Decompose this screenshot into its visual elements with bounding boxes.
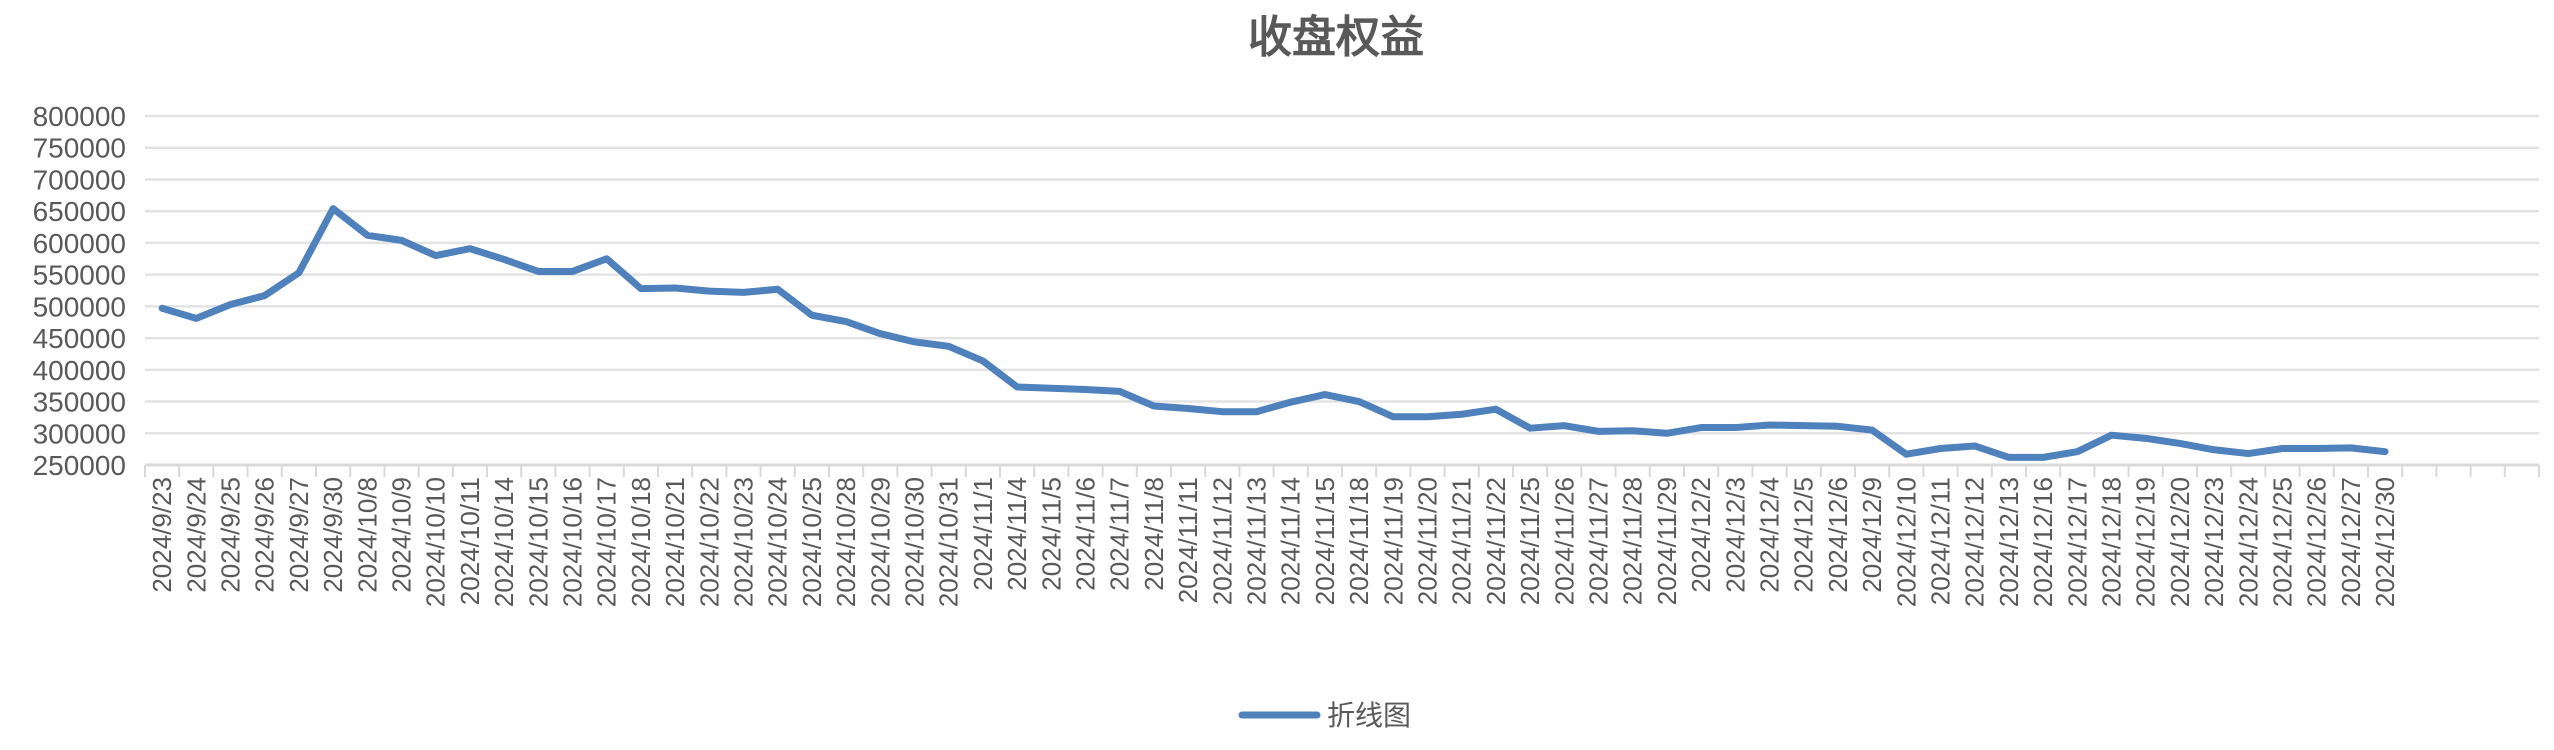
gridlines [145,114,2539,435]
x-tick-label: 2024/10/31 [934,477,964,607]
x-tick-label: 2024/12/30 [2370,477,2400,607]
legend: 折线图 [1238,700,1411,731]
x-tick-label: 2024/10/23 [729,477,759,607]
x-tick-label: 2024/10/28 [831,477,861,607]
y-axis: 2500003000003500004000004500005000005500… [33,101,126,481]
x-tick-label: 2024/12/12 [1960,477,1990,607]
x-tick-label: 2024/12/10 [1891,477,1921,607]
x-tick-label: 2024/10/17 [592,477,622,607]
y-tick-label: 800000 [33,101,126,132]
x-tick-label: 2024/9/24 [181,477,211,593]
y-tick-label: 350000 [33,387,126,418]
chart-title: 收盘权益 [1248,13,1424,62]
y-tick-label: 500000 [33,291,126,322]
y-tick-label: 750000 [33,133,126,164]
y-tick-label: 450000 [33,323,126,354]
y-tick-label: 550000 [33,260,126,291]
x-tick-label: 2024/11/25 [1515,477,1545,605]
x-tick-label: 2024/11/15 [1310,477,1340,605]
series-line [158,205,2389,461]
x-tick-label: 2024/10/21 [660,477,690,607]
x-tick-label: 2024/9/25 [216,477,246,593]
x-tick-label: 2024/11/18 [1344,477,1374,605]
x-tick-label: 2024/11/28 [1618,477,1648,605]
x-tick-label: 2024/9/23 [147,477,177,593]
x-tick-label: 2024/12/4 [1755,477,1785,593]
x-tick-label: 2024/11/14 [1276,477,1306,605]
x-tick-label: 2024/10/9 [387,477,417,593]
x-tick-label: 2024/12/2 [1686,477,1716,593]
x-tick-label: 2024/11/26 [1549,477,1579,605]
x-tick-label: 2024/11/19 [1378,477,1408,605]
y-tick-label: 250000 [33,450,126,481]
x-tick-label: 2024/11/20 [1413,477,1443,605]
x-tick-label: 2024/11/29 [1652,477,1682,605]
x-tick-label: 2024/11/13 [1242,477,1272,605]
x-tick-label: 2024/12/13 [1994,477,2024,607]
x-tick-label: 2024/12/24 [2233,477,2263,607]
x-tick-label: 2024/12/11 [1926,477,1956,605]
x-tick-label: 2024/11/1 [968,477,998,591]
x-tick-label: 2024/12/16 [2028,477,2058,607]
x-tick-label: 2024/12/27 [2336,477,2366,607]
x-tick-label: 2024/12/17 [2062,477,2092,607]
x-tick-label: 2024/10/15 [523,477,553,607]
x-tick-label: 2024/11/5 [1036,477,1066,591]
x-tick-label: 2024/12/6 [1823,477,1853,593]
legend-label: 折线图 [1327,700,1411,731]
x-tick-label: 2024/10/10 [421,477,451,607]
x-tick-label: 2024/12/26 [2302,477,2332,607]
x-tick-label: 2024/11/21 [1447,477,1477,605]
y-tick-label: 400000 [33,355,126,386]
y-tick-label: 300000 [33,418,126,449]
x-tick-label: 2024/12/5 [1789,477,1819,593]
x-tick-label: 2024/10/14 [489,477,519,607]
x-tick-label: 2024/12/20 [2165,477,2195,607]
x-tick-label: 2024/9/30 [318,477,348,593]
x-tick-label: 2024/9/26 [250,477,280,593]
x-tick-label: 2024/10/22 [694,477,724,607]
y-tick-label: 600000 [33,228,126,259]
x-tick-label: 2024/12/19 [2131,477,2161,607]
x-tick-label: 2024/11/12 [1207,477,1237,605]
y-tick-label: 650000 [33,196,126,227]
x-axis: 2024/9/23 2024/9/24 2024/9/25 2024/9/26 2024… [144,463,2540,607]
x-tick-label: 2024/11/22 [1481,477,1511,605]
x-tick-label: 2024/11/11 [1173,477,1203,603]
x-tick-label: 2024/11/27 [1584,477,1614,605]
x-tick-label: 2024/10/16 [558,477,588,607]
x-tick-label: 2024/11/4 [1002,477,1032,591]
x-tick-label: 2024/11/7 [1105,477,1135,591]
x-tick-label: 2024/10/29 [865,477,895,607]
x-tick-label: 2024/10/8 [352,477,382,593]
x-tick-label: 2024/10/11 [455,477,485,605]
x-tick-label: 2024/12/25 [2268,477,2298,607]
x-tick-label: 2024/9/27 [284,477,314,593]
y-tick-label: 700000 [33,164,126,195]
series-group [158,205,2389,461]
x-tick-label: 2024/12/9 [1857,477,1887,593]
x-tick-label: 2024/12/3 [1720,477,1750,593]
x-tick-label: 2024/12/18 [2097,477,2127,607]
x-tick-label: 2024/10/24 [763,477,793,607]
x-tick-label: 2024/11/6 [1071,477,1101,591]
x-tick-label: 2024/10/30 [900,477,930,607]
x-tick-label: 2024/10/18 [626,477,656,607]
x-tick-label: 2024/11/8 [1139,477,1169,591]
x-tick-label: 2024/12/23 [2199,477,2229,607]
x-tick-label: 2024/10/25 [797,477,827,607]
